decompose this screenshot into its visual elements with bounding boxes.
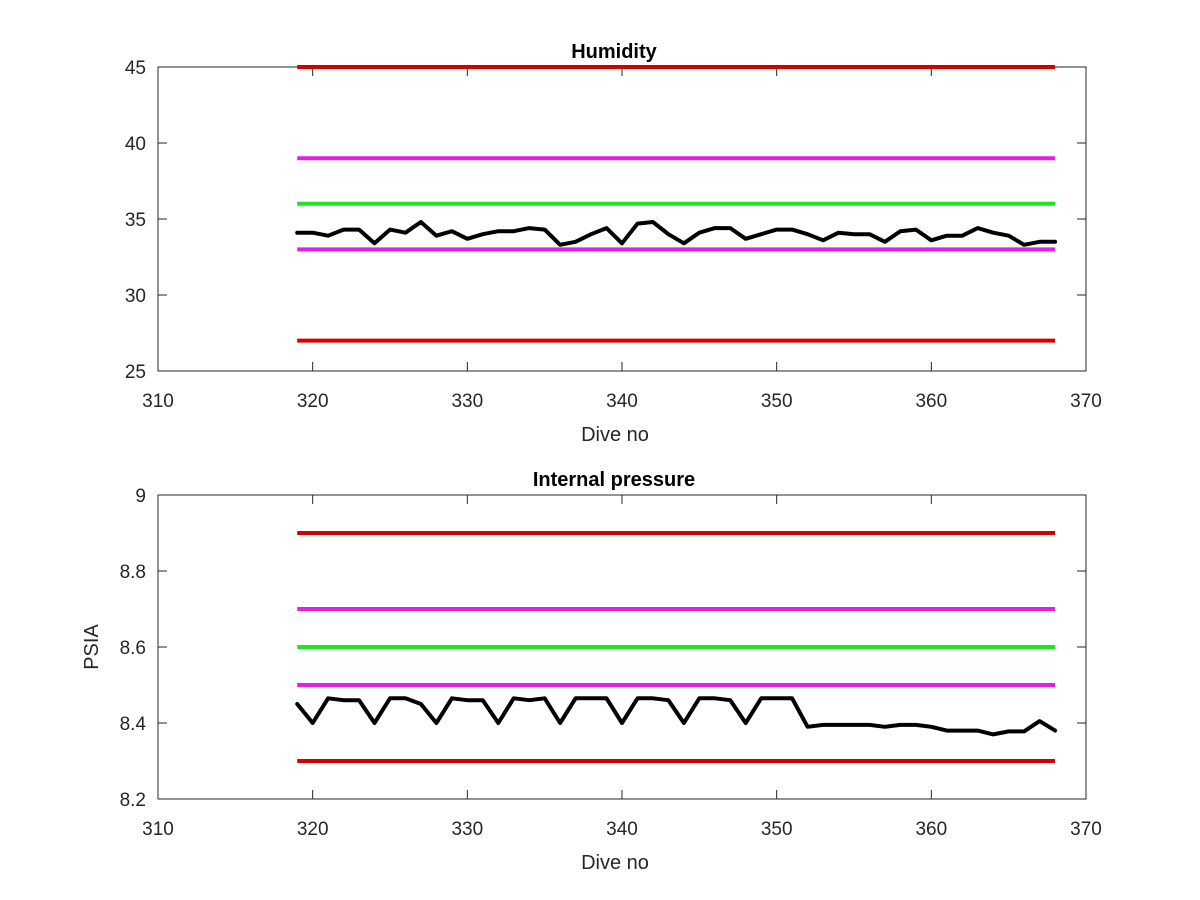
- y-tick-label: 25: [125, 362, 146, 383]
- x-tick-label: 370: [1070, 391, 1102, 412]
- x-tick-label: 360: [915, 391, 947, 412]
- y-tick-label: 45: [125, 58, 146, 79]
- x-tick-label: 320: [297, 819, 329, 840]
- chart-panel-2: 310 320 330 340 350 360 370 8.2 8.4 8.6 8.8 9 Intern…: [81, 469, 1102, 874]
- chart-panel-1: 310 320 330 340 350 360 370 25 30 35 40 45 Humidity D…: [125, 41, 1102, 446]
- y-axis-label: PSIA: [81, 624, 103, 670]
- chart-title: Internal pressure: [533, 469, 695, 491]
- x-axis-label: Dive no: [581, 852, 649, 874]
- y-tick-label: 8.8: [120, 562, 146, 583]
- y-tick-label: 8.6: [120, 638, 146, 659]
- y-tick-label: 9: [135, 486, 146, 507]
- y-tick-label: 8.2: [120, 790, 146, 811]
- x-tick-label: 350: [761, 391, 793, 412]
- x-tick-label: 310: [142, 819, 174, 840]
- x-tick-label: 360: [915, 819, 947, 840]
- data-series-line: [295, 696, 1058, 737]
- x-tick-label: 320: [297, 391, 329, 412]
- x-tick-label: 310: [142, 391, 174, 412]
- data-series-line: [295, 220, 1058, 247]
- x-axis-label: Dive no: [581, 424, 649, 446]
- plot-area: [157, 66, 1087, 372]
- x-tick-label: 350: [761, 819, 793, 840]
- chart-title: Humidity: [571, 41, 657, 63]
- x-tick-label: 340: [606, 391, 638, 412]
- y-tick-label: 30: [125, 286, 146, 307]
- x-tick-label: 330: [451, 391, 483, 412]
- y-tick-label: 8.4: [120, 714, 147, 735]
- x-tick-label: 340: [606, 819, 638, 840]
- x-tick-label: 330: [451, 819, 483, 840]
- y-tick-label: 35: [125, 210, 146, 231]
- x-tick-label: 370: [1070, 819, 1102, 840]
- y-tick-label: 40: [125, 134, 146, 155]
